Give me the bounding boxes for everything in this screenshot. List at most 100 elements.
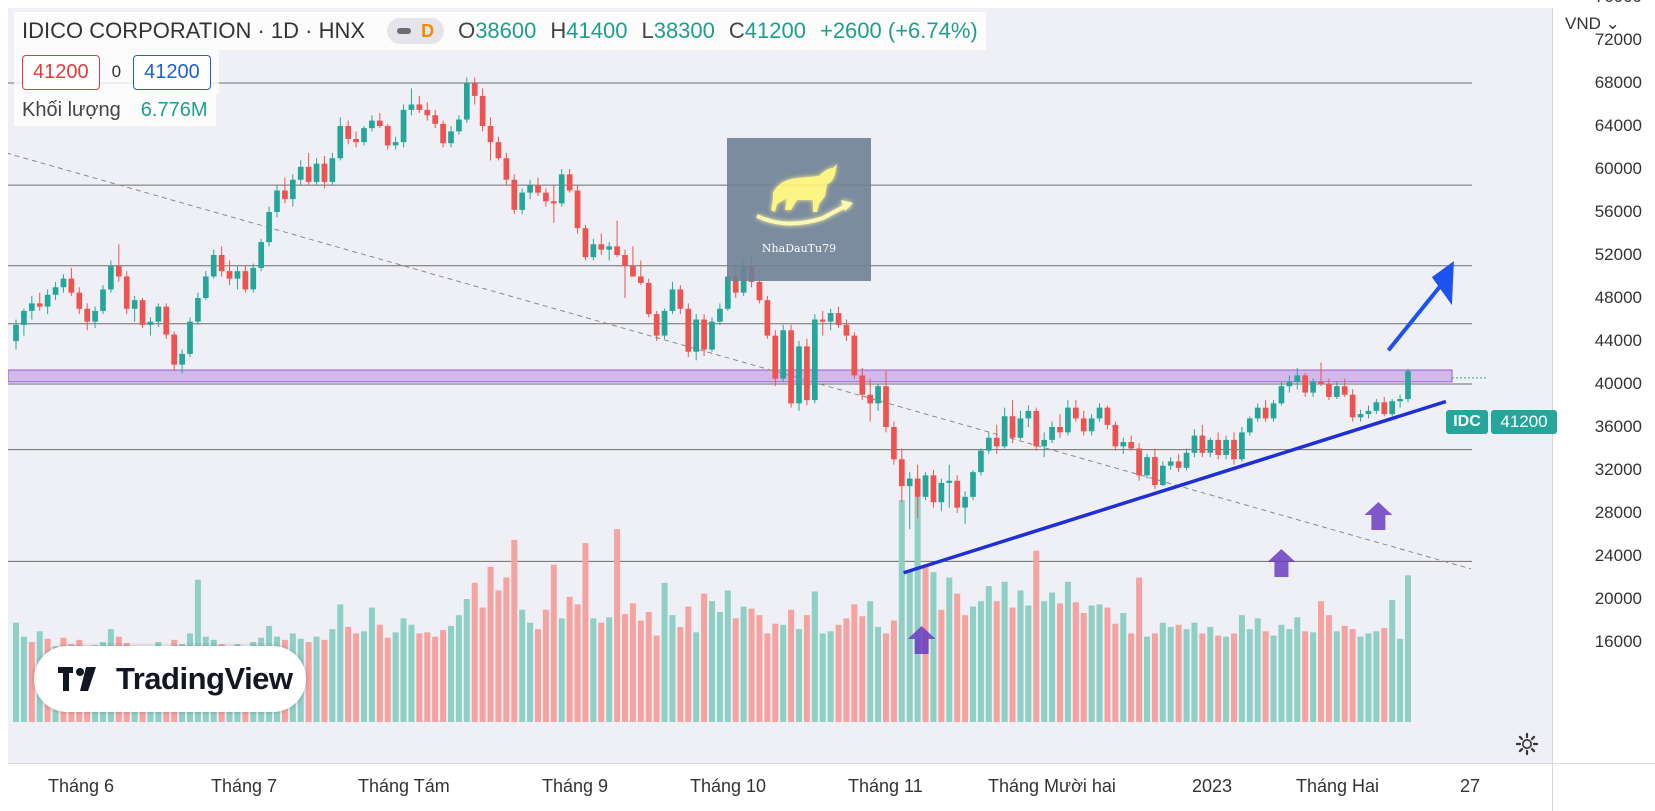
candle-body <box>1128 442 1135 449</box>
volume-bar <box>487 566 494 722</box>
candle-body <box>1199 435 1206 453</box>
candle-body <box>1223 439 1229 455</box>
volume-bar <box>1302 631 1309 722</box>
volume-bar <box>1349 629 1356 722</box>
volume-bar <box>867 601 874 722</box>
volume-bar <box>1167 626 1174 722</box>
volume-bar <box>788 609 795 722</box>
candle-body <box>305 166 312 182</box>
candle-body <box>337 126 344 159</box>
volume-bar <box>614 529 621 722</box>
volume-bar <box>566 596 573 722</box>
candle-body <box>614 246 620 255</box>
volume-bar <box>1056 603 1064 722</box>
price-tick-label: 28000 <box>1594 503 1642 522</box>
volume-bar <box>669 615 676 722</box>
volume-bar <box>946 577 953 722</box>
candle-body <box>1041 439 1048 447</box>
candle-body <box>962 496 968 508</box>
candle-body <box>1302 375 1309 393</box>
candle-body <box>764 300 771 336</box>
settings-gear-icon[interactable] <box>1515 732 1539 756</box>
volume-bar <box>661 582 668 722</box>
watermark-text: NhaDauTu79 <box>761 242 837 255</box>
volume-bar <box>1080 612 1087 722</box>
volume-bar <box>1159 622 1166 722</box>
volume-bar <box>875 626 882 722</box>
candle-body <box>503 158 510 180</box>
price-tick-label: 76000 <box>1595 0 1642 7</box>
volume-bar <box>898 500 905 722</box>
candle-body <box>677 289 684 309</box>
candle-body <box>1381 402 1388 415</box>
volume-bar <box>1009 607 1016 722</box>
candle-body <box>851 335 858 376</box>
candle-body <box>685 308 692 352</box>
volume-bar <box>368 607 375 722</box>
candle-body <box>321 163 328 182</box>
volume-bar <box>511 539 518 722</box>
candle-body <box>827 313 834 322</box>
time-tick-label: 2023 <box>1192 776 1233 796</box>
price-tick-label: 64000 <box>1594 116 1642 135</box>
currency-selector[interactable]: VND ⌄ <box>1565 14 1620 34</box>
buy-button[interactable]: 41200 <box>133 54 211 90</box>
volume-bar <box>558 618 565 722</box>
volume-bar <box>890 620 897 722</box>
symbol-title[interactable]: IDICO CORPORATION · 1D · HNX <box>22 18 366 43</box>
volume-bar <box>337 604 344 722</box>
candle-body <box>906 478 913 487</box>
candle-body <box>329 158 336 182</box>
candle-body <box>724 276 731 309</box>
volume-bar <box>1183 629 1190 722</box>
volume-bar <box>606 617 613 722</box>
sell-button[interactable]: 41200 <box>22 54 100 90</box>
time-axis[interactable]: Tháng 6 Tháng 7 Tháng Tám Tháng 9 Tháng 10 Th… <box>8 763 1552 811</box>
volume-bar <box>716 611 723 722</box>
volume-bar <box>1254 618 1261 722</box>
candle-body <box>859 375 866 395</box>
volume-bar <box>1230 633 1238 722</box>
volume-bar <box>28 642 35 722</box>
volume-bar <box>598 622 605 722</box>
candle-body <box>495 142 502 159</box>
open-value: 38600 <box>475 18 537 43</box>
candle-body <box>1065 407 1071 433</box>
candle-body <box>1333 386 1340 397</box>
volume-bar <box>748 608 755 722</box>
candle-body <box>1357 414 1364 418</box>
volume-bar <box>550 564 557 722</box>
volume-legend[interactable]: Khối lượng 6.776M <box>14 94 216 126</box>
candle-body <box>1341 386 1348 395</box>
candle-body <box>1278 386 1285 404</box>
volume-bar <box>416 633 423 722</box>
candle-body <box>1254 407 1261 419</box>
change-value: +2600 (+6.74%) <box>819 18 978 43</box>
candle-body <box>661 310 668 336</box>
price-axis[interactable]: 76000 72000 68000 64000 60000 56000 52000 48000… <box>1552 0 1655 763</box>
support-zone <box>8 369 1453 383</box>
candle-body <box>1049 427 1055 440</box>
volume-bar <box>645 611 652 722</box>
volume-bar <box>20 636 27 722</box>
volume-bar <box>1270 635 1277 722</box>
volume-bar <box>1373 631 1380 722</box>
purple-arrow-up-icon <box>1267 549 1296 577</box>
candle-body <box>1033 410 1040 447</box>
volume-bar <box>969 606 977 722</box>
candle-body <box>1373 402 1380 411</box>
tradingview-logo[interactable]: TradingView <box>34 646 306 712</box>
candle-body <box>1175 461 1182 468</box>
interval-status-pill[interactable]: D <box>387 18 445 44</box>
volume-bar <box>1397 638 1404 722</box>
volume-bar <box>1310 632 1317 722</box>
volume-bar <box>1357 636 1364 722</box>
candle-body <box>1310 381 1316 393</box>
purple-arrow-up-icon <box>907 626 936 654</box>
candle-body <box>843 324 850 336</box>
candle-body <box>1025 410 1032 419</box>
chart-pane[interactable]: NhaDauTu79 TradingView <box>8 8 1552 763</box>
candle-body <box>463 83 470 120</box>
candle-body <box>456 119 462 132</box>
